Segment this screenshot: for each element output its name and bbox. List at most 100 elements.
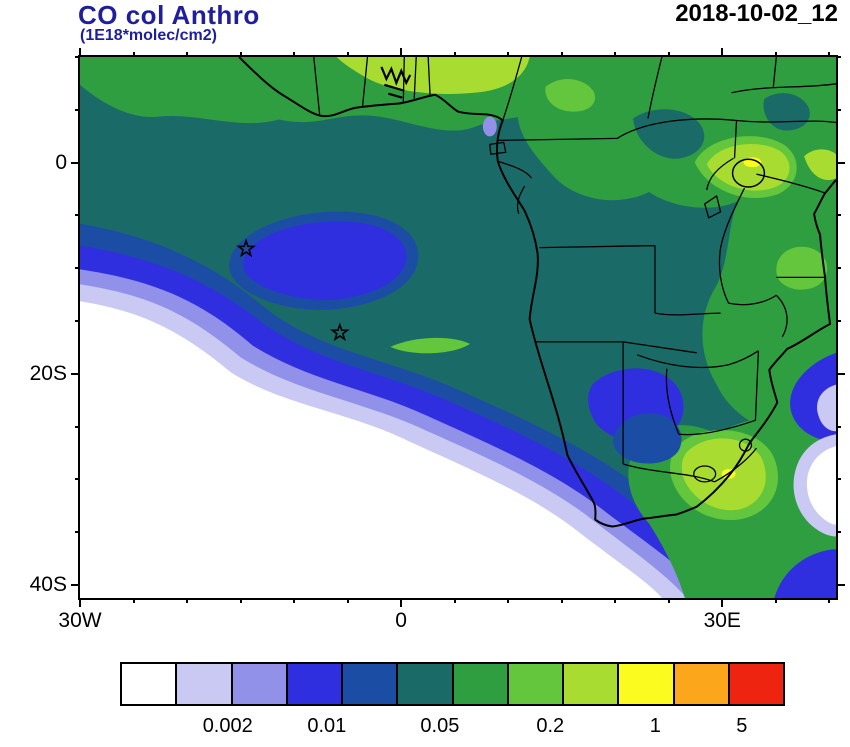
colorbar-tick-label: 0.002 (202, 715, 253, 737)
colorbar-cell (727, 664, 783, 704)
colorbar-tick-label: 1 (649, 715, 661, 737)
x-axis-tick (667, 598, 670, 603)
y-axis-tick (836, 56, 841, 58)
colorbar-labels: 0.002 0.01 0.05 0.2 1 5 (120, 715, 785, 739)
y-axis-tick (71, 372, 80, 375)
lesotho-border (693, 465, 717, 483)
colorbar: 0.002 0.01 0.05 0.2 1 5 (120, 662, 785, 737)
y-axis-tick (75, 320, 80, 323)
y-axis-tick (75, 267, 80, 270)
y-axis-tick (75, 108, 80, 111)
x-axis-tick (400, 598, 403, 607)
colorbar-cell (672, 664, 728, 704)
region-se-corner-blue (774, 549, 836, 598)
x-axis-tick (453, 598, 456, 603)
x-axis-tick (828, 598, 831, 603)
region-se-ocean-white (806, 446, 836, 525)
eswatini-border (738, 438, 753, 452)
x-axis-tick (186, 598, 189, 603)
region-kalahari-darkblue (613, 413, 682, 464)
lake-victoria-outline (731, 158, 766, 188)
colorbar-cell (230, 664, 286, 704)
region-east-lightgreen-patch (776, 246, 828, 290)
region-cameroon-coast-blue (482, 116, 497, 137)
y-axis-label: 20S (29, 361, 67, 385)
colorbar-cells (120, 662, 785, 706)
region-ocean-green-streak (390, 337, 470, 354)
x-axis-tick (186, 52, 189, 57)
x-axis-tick (507, 52, 510, 57)
region-ocean-low-white (80, 301, 662, 598)
map-canvas (80, 57, 836, 598)
region-eastafrica-hotspot-2 (804, 149, 836, 181)
colorbar-cell (451, 664, 507, 704)
x-axis-tick (721, 48, 724, 57)
station-marker-star (329, 322, 350, 342)
colorbar-cell (617, 664, 673, 704)
colorbar-tick-label: 0.01 (307, 715, 347, 737)
y-axis-tick (75, 56, 80, 58)
y-axis-tick (75, 478, 80, 481)
x-axis-tick (667, 52, 670, 57)
colorbar-cell (122, 664, 176, 704)
x-axis-tick (614, 52, 617, 57)
region-guinea-hotspot-green (545, 78, 596, 112)
country-borders-west-central (313, 57, 836, 215)
region-teal-gap-1 (633, 109, 705, 159)
y-axis-tick (836, 108, 841, 111)
africa-coastline (238, 57, 836, 528)
chart-timestamp: 2018-10-02_12 (675, 0, 838, 27)
colorbar-tick-label: 5 (736, 715, 748, 737)
region-mozambique-lavender (817, 384, 836, 432)
x-axis-tick (828, 52, 831, 57)
x-axis-tick (79, 598, 81, 607)
colorbar-cell (285, 664, 341, 704)
x-axis-label: 30E (703, 609, 741, 632)
y-axis-tick (836, 161, 845, 164)
x-axis-tick (239, 598, 242, 603)
region-eastafrica-hotspot-yellowgreen (706, 143, 790, 191)
x-axis-tick (79, 48, 81, 57)
colorbar-tick-label: 0.05 (420, 715, 460, 737)
x-axis-tick (346, 52, 349, 57)
y-axis-tick (836, 584, 845, 587)
y-axis-tick (836, 372, 845, 375)
x-axis-tick (560, 52, 563, 57)
y-axis-tick (836, 214, 841, 217)
x-axis-tick (774, 598, 777, 603)
colorbar-cell (562, 664, 618, 704)
x-axis-tick (132, 598, 135, 603)
y-axis-tick (836, 478, 841, 481)
x-axis-tick (239, 52, 242, 57)
chart-title: CO col Anthro (78, 0, 260, 30)
region-east-green (702, 116, 836, 436)
x-axis-tick (721, 598, 724, 607)
y-axis-tick (75, 531, 80, 534)
y-axis-tick (71, 584, 80, 587)
y-axis-tick (75, 425, 80, 428)
colorbar-cell (175, 664, 231, 704)
x-axis-tick (293, 598, 296, 603)
region-atlantic-pool-blue (243, 221, 407, 300)
y-axis-tick (71, 161, 80, 164)
x-axis-label: 30W (58, 609, 102, 632)
x-axis-tick (774, 52, 777, 57)
x-axis-tick (293, 52, 296, 57)
y-axis-label: 0 (55, 150, 67, 174)
y-axis-tick (836, 531, 841, 534)
x-axis-tick (400, 48, 403, 57)
colorbar-tick-label: 0.2 (536, 715, 565, 737)
colorbar-cell (341, 664, 397, 704)
y-axis-tick (836, 425, 841, 428)
x-axis-tick (453, 52, 456, 57)
x-axis-tick (346, 598, 349, 603)
nigeria-dense-contours (380, 66, 412, 99)
map-plot: 30W 0 30E 0 20S 40S (30, 48, 845, 632)
country-borders-east (539, 120, 827, 338)
y-axis-tick (836, 320, 841, 323)
station-markers (236, 238, 350, 342)
x-axis-tick (560, 598, 563, 603)
x-axis-tick (507, 598, 510, 603)
x-axis-tick (614, 598, 617, 603)
